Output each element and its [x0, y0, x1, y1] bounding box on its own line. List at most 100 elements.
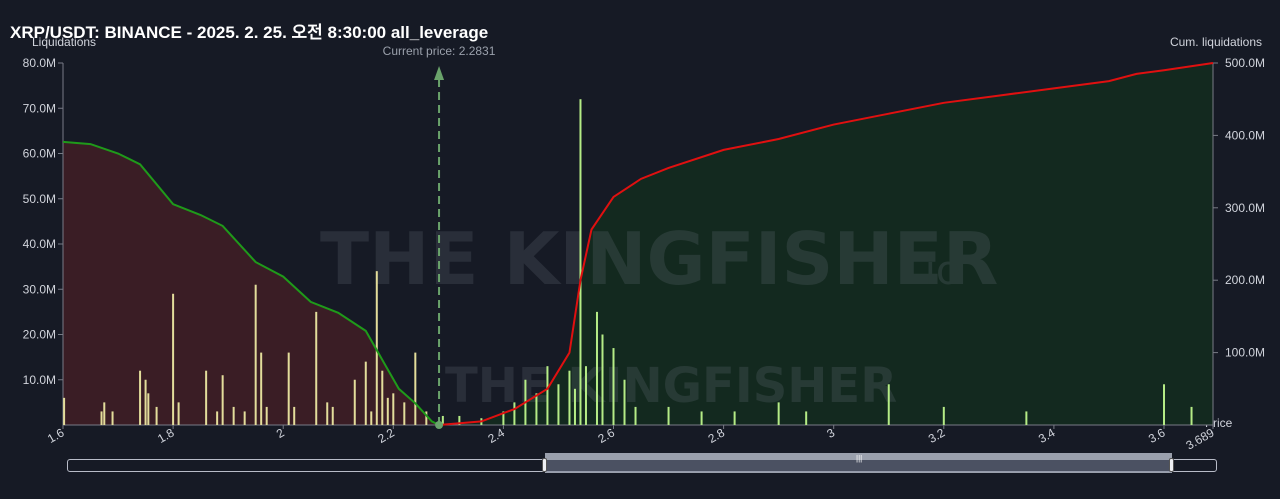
long-liquidation-bar: [370, 411, 373, 425]
x-tick-label: 2.6: [596, 425, 618, 446]
long-liquidation-bar: [155, 406, 158, 425]
short-liquidation-bar: [584, 366, 587, 425]
long-liquidation-bar: [403, 402, 406, 425]
x-tick-label: 2.2: [375, 425, 397, 446]
x-tick-label: 1.6: [45, 425, 67, 446]
long-liquidation-bar: [100, 411, 103, 425]
short-liquidation-bar: [887, 384, 890, 425]
short-cumulative-area: [438, 63, 1213, 425]
current-price-label: Current price: 2.2831: [383, 44, 496, 58]
short-liquidation-bar: [1025, 411, 1028, 425]
long-liquidation-bar: [386, 397, 389, 425]
short-liquidation-bar: [805, 411, 808, 425]
right-tick-label: 200.0M: [1225, 273, 1265, 287]
left-axis-title: Liquidations: [32, 35, 97, 49]
long-liquidation-bar: [103, 402, 106, 425]
left-tick-label: 30.0M: [23, 282, 56, 296]
short-liquidation-bar: [623, 379, 626, 425]
short-liquidation-bar: [441, 415, 444, 425]
short-liquidation-bar: [546, 366, 549, 425]
right-tick-label: 400.0M: [1225, 128, 1265, 142]
long-liquidation-bar: [177, 402, 180, 425]
long-liquidation-bar: [63, 397, 66, 425]
long-liquidation-bar: [139, 370, 142, 425]
range-handle-left[interactable]: [542, 458, 547, 472]
short-liquidation-bar: [568, 370, 571, 425]
range-scrollbar-window[interactable]: |||: [545, 453, 1172, 473]
short-cumulative-line: [438, 62, 1214, 426]
left-tick-label: 50.0M: [23, 192, 56, 206]
short-liquidation-bar: [513, 402, 516, 425]
short-liquidation-bar: [1163, 384, 1166, 425]
long-liquidation-bar: [414, 352, 417, 425]
right-tick-label: 100.0M: [1225, 346, 1265, 360]
left-tick-label: 60.0M: [23, 147, 56, 161]
long-liquidation-bar: [381, 370, 384, 425]
right-tick-label: 500.0M: [1225, 56, 1265, 70]
long-liquidation-bar: [216, 411, 219, 425]
short-liquidation-bar: [942, 406, 945, 425]
long-liquidation-bar: [364, 361, 367, 425]
short-liquidation-bar: [1190, 406, 1193, 425]
long-liquidation-bar: [111, 411, 114, 425]
long-liquidation-bar: [172, 293, 175, 425]
long-liquidation-bar: [260, 352, 263, 425]
watermark-brand-secondary: THE KINGFISHER: [445, 358, 897, 414]
grip-icon[interactable]: |||: [856, 454, 863, 463]
x-tick-label: 3.689: [1183, 425, 1216, 450]
long-liquidation-bar: [265, 406, 268, 425]
short-liquidation-bar: [573, 388, 576, 425]
long-liquidation-bar: [326, 402, 329, 425]
x-tick-label: 3.6: [1146, 425, 1168, 446]
watermark-suffix: .io: [912, 248, 960, 294]
short-liquidation-bar: [700, 411, 703, 425]
long-liquidation-bar: [331, 406, 334, 425]
x-tick-label: 2: [274, 425, 287, 441]
left-tick-label: 10.0M: [23, 373, 56, 387]
long-liquidation-bar: [243, 411, 246, 425]
short-liquidation-bar: [458, 415, 461, 425]
short-liquidation-bar: [601, 334, 604, 425]
long-liquidation-bar: [205, 370, 208, 425]
short-liquidation-bar: [535, 393, 538, 425]
x-tick-label: 2.4: [485, 425, 507, 446]
long-liquidation-bar: [254, 284, 257, 425]
x-tick-label: 3: [824, 425, 837, 441]
short-liquidation-bar: [777, 402, 780, 425]
short-liquidation-bar: [579, 99, 582, 425]
chart-title: XRP/USDT: BINANCE - 2025. 2. 25. 오전 8:30…: [10, 23, 489, 42]
watermark-brand: THE KINGFISHER: [320, 217, 998, 301]
short-liquidation-bar: [502, 411, 505, 425]
left-tick-label: 40.0M: [23, 237, 56, 251]
short-liquidation-bar: [612, 348, 615, 425]
long-liquidation-bar: [425, 411, 428, 425]
x-tick-label: 3.2: [926, 425, 948, 446]
short-liquidation-bar: [733, 411, 736, 425]
left-tick-label: 80.0M: [23, 56, 56, 70]
long-liquidation-bar: [353, 379, 356, 425]
right-axis-title: Cum. liquidations: [1169, 35, 1262, 49]
right-tick-label: 300.0M: [1225, 201, 1265, 215]
current-price-arrow-icon: [434, 66, 445, 80]
short-liquidation-bar: [634, 406, 637, 425]
long-liquidation-bar: [232, 406, 235, 425]
long-liquidation-bar: [315, 311, 318, 425]
long-liquidation-bar: [221, 375, 224, 425]
long-liquidation-bar: [144, 379, 147, 425]
long-liquidation-bar: [293, 406, 296, 425]
long-cumulative-area: [63, 141, 439, 425]
long-cumulative-line: [62, 140, 440, 426]
left-tick-label: 70.0M: [23, 101, 56, 115]
range-handle-right[interactable]: [1169, 458, 1174, 472]
x-tick-label: 2.8: [706, 425, 728, 446]
left-tick-label: 20.0M: [23, 328, 56, 342]
liquidation-chart: THE KINGFISHER .io THE KINGFISHER Curren…: [23, 44, 1265, 450]
short-liquidation-bar: [557, 384, 560, 425]
long-liquidation-bar: [287, 352, 290, 425]
long-liquidation-bar: [375, 271, 378, 425]
short-liquidation-bar: [667, 406, 670, 425]
x-tick-label: 3.4: [1036, 425, 1058, 446]
current-price-dot: [435, 421, 444, 429]
short-liquidation-bar: [595, 311, 598, 425]
long-liquidation-bar: [147, 393, 150, 425]
